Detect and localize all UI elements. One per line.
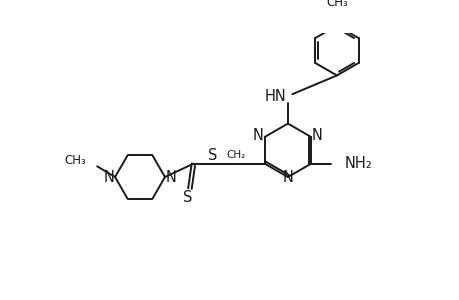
Text: CH₃: CH₃ <box>325 0 347 9</box>
Text: N: N <box>103 169 114 184</box>
Text: S: S <box>207 148 216 163</box>
Text: HN: HN <box>264 89 285 104</box>
Text: S: S <box>182 190 191 205</box>
Text: CH₃: CH₃ <box>65 154 86 167</box>
Text: CH₂: CH₂ <box>226 150 246 160</box>
Text: N: N <box>311 128 322 143</box>
Text: N: N <box>282 170 293 185</box>
Text: N: N <box>165 169 176 184</box>
Text: N: N <box>252 128 263 143</box>
Text: NH₂: NH₂ <box>344 156 372 171</box>
